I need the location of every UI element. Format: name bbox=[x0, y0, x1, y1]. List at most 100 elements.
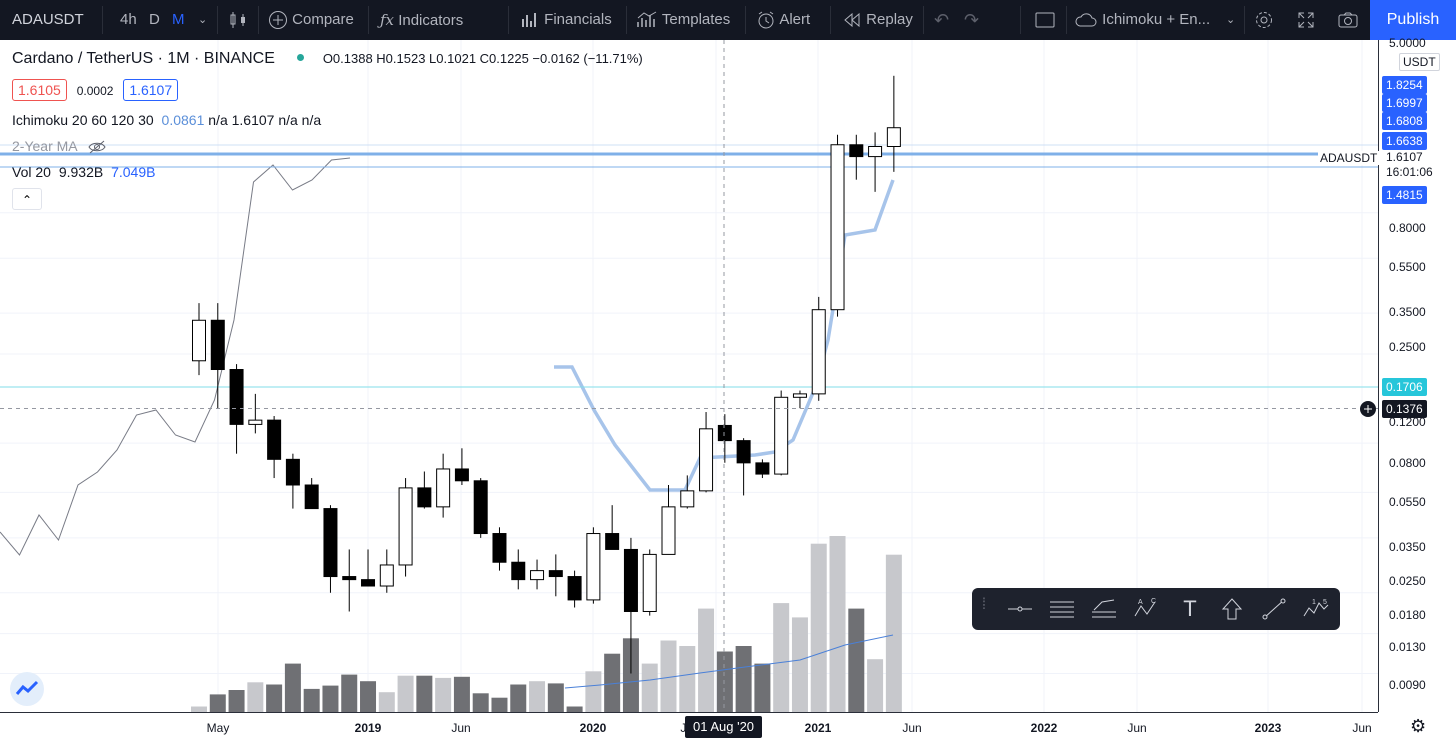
layout-cloud-button[interactable]: Ichimoku + En... bbox=[1074, 0, 1210, 40]
axis-settings-gear-icon[interactable]: ⚙ bbox=[1410, 716, 1427, 736]
volume-bar bbox=[547, 683, 564, 712]
time-tick-label: Jun bbox=[1352, 721, 1372, 735]
vol-name: Vol 20 bbox=[12, 164, 51, 180]
volume-bar bbox=[191, 706, 207, 712]
top-toolbar: ADAUSDT 4h D M ⌄ Compare ƒx Indicators F… bbox=[0, 0, 1456, 40]
price-label: 1.6638 bbox=[1382, 132, 1427, 150]
volume-bar bbox=[716, 651, 733, 712]
layout-chevron-down-icon[interactable]: ⌄ bbox=[1226, 14, 1236, 26]
volume-bar bbox=[378, 692, 395, 712]
financials-button[interactable]: Financials bbox=[520, 0, 612, 40]
candle-body bbox=[417, 487, 432, 508]
time-tick-label: Jun bbox=[902, 721, 922, 735]
fib-retracement-icon[interactable] bbox=[1090, 596, 1118, 622]
templates-button[interactable]: Templates bbox=[636, 0, 730, 40]
time-tick-label: 2021 bbox=[804, 721, 832, 735]
sell-price-button[interactable]: 1.6105 bbox=[12, 79, 67, 101]
price-label: 0.1376 bbox=[1382, 400, 1427, 418]
candle-body bbox=[285, 458, 300, 486]
candle-body bbox=[379, 564, 394, 587]
legend-title: Cardano / TetherUS · 1M · BINANCE O0.138… bbox=[12, 50, 643, 68]
symbol-search[interactable]: ADAUSDT bbox=[12, 11, 84, 28]
parallel-channel-icon[interactable] bbox=[1048, 596, 1076, 622]
bar-chart-icon bbox=[522, 13, 536, 28]
candle-body bbox=[229, 369, 244, 425]
replay-button[interactable]: Replay bbox=[842, 0, 913, 40]
interval-d[interactable]: D bbox=[149, 11, 160, 28]
undo-icon[interactable]: ↶ bbox=[934, 10, 950, 30]
ma-name: 2-Year MA bbox=[12, 138, 77, 154]
price-tick-label: 0.5500 bbox=[1389, 260, 1426, 274]
price-axis[interactable]: 5.0000 0.8000 0.5500 0.3500 0.2500 0.1200 0.08… bbox=[1378, 36, 1456, 712]
candle-body bbox=[192, 319, 206, 362]
layout-square-icon[interactable] bbox=[1034, 0, 1056, 40]
candle-body bbox=[454, 468, 469, 482]
interval-4h[interactable]: 4h bbox=[120, 11, 137, 28]
candle-body bbox=[811, 309, 826, 395]
rewind-icon bbox=[844, 12, 860, 28]
collapse-legend-chevron-up-icon[interactable]: ⌃ bbox=[12, 188, 42, 210]
gear-icon[interactable] bbox=[1253, 0, 1275, 40]
volume-legend[interactable]: Vol 20 9.932B 7.049B bbox=[12, 164, 155, 180]
symbol-description: Cardano / TetherUS · 1M · BINANCE bbox=[12, 50, 275, 67]
volume-bar bbox=[604, 653, 621, 712]
last-price-box: 1.6107 16:01:06 bbox=[1382, 150, 1437, 180]
volume-bar bbox=[867, 659, 884, 712]
plus-circle-icon bbox=[269, 11, 287, 30]
cloud-icon bbox=[1075, 13, 1097, 27]
indicators-button[interactable]: ƒx Indicators bbox=[380, 0, 463, 40]
drag-handle-icon[interactable]: ⁞ bbox=[981, 596, 987, 613]
redo-icon[interactable]: ↷ bbox=[964, 10, 980, 30]
candle-body bbox=[567, 576, 582, 601]
candle-body bbox=[398, 487, 413, 566]
alert-button[interactable]: Alert bbox=[756, 0, 810, 40]
function-icon: ƒx bbox=[380, 11, 395, 29]
price-tick-label: 0.0350 bbox=[1389, 540, 1426, 554]
arrow-up-icon[interactable] bbox=[1218, 596, 1246, 622]
symbol-price-tag: ADAUSDT bbox=[1318, 151, 1380, 165]
candle-body bbox=[361, 579, 376, 587]
volume-bar bbox=[566, 706, 583, 712]
volume-bar bbox=[491, 697, 508, 712]
price-tick-label: 0.1200 bbox=[1389, 415, 1426, 429]
candle-body bbox=[548, 570, 563, 578]
ichimoku-legend[interactable]: Ichimoku 20 60 120 30 0.0861 n/a 1.6107 … bbox=[12, 112, 321, 128]
time-axis[interactable]: May2019Jun2020Jul2021Jun2022Jun2023Jun01… bbox=[0, 712, 1378, 743]
bid-ask-row: 1.6105 0.0002 1.6107 bbox=[12, 79, 179, 101]
volume-ma-line bbox=[564, 634, 894, 689]
tradingview-logo[interactable] bbox=[10, 672, 44, 706]
buy-price-button[interactable]: 1.6107 bbox=[123, 79, 179, 101]
price-tick-label: 0.0800 bbox=[1389, 456, 1426, 470]
candle-body bbox=[623, 548, 638, 612]
candle-body bbox=[830, 144, 845, 311]
volume-bar bbox=[829, 536, 846, 712]
candle-style-icon[interactable] bbox=[228, 0, 248, 40]
text-tool-icon[interactable]: T bbox=[1183, 596, 1197, 621]
crosshair-plus-icon[interactable] bbox=[1360, 401, 1376, 417]
interval-m[interactable]: M bbox=[172, 11, 185, 28]
svg-text:1: 1 bbox=[1312, 599, 1316, 606]
candle-body bbox=[792, 393, 807, 398]
currency-label[interactable]: USDT bbox=[1399, 53, 1440, 71]
camera-icon[interactable] bbox=[1337, 0, 1359, 40]
publish-button[interactable]: Publish bbox=[1370, 0, 1456, 40]
horizontal-ray-icon[interactable] bbox=[1006, 596, 1034, 622]
volume-bar bbox=[247, 682, 264, 712]
alert-label: Alert bbox=[779, 11, 811, 28]
interval-chevron-down-icon[interactable]: ⌄ bbox=[198, 14, 208, 26]
candle-body bbox=[642, 553, 657, 612]
svg-text:C: C bbox=[1151, 598, 1156, 605]
ma-legend[interactable]: 2-Year MA bbox=[12, 138, 107, 154]
trend-line-icon[interactable] bbox=[1260, 596, 1288, 622]
compare-button[interactable]: Compare bbox=[268, 0, 354, 40]
price-tick-label: 0.2500 bbox=[1389, 340, 1426, 354]
svg-text:A: A bbox=[1138, 599, 1143, 606]
candle-body bbox=[661, 506, 676, 555]
eye-crossed-icon[interactable] bbox=[87, 138, 107, 154]
fullscreen-icon[interactable] bbox=[1296, 0, 1316, 40]
volume-bar bbox=[585, 671, 602, 712]
candle-body bbox=[210, 319, 225, 371]
